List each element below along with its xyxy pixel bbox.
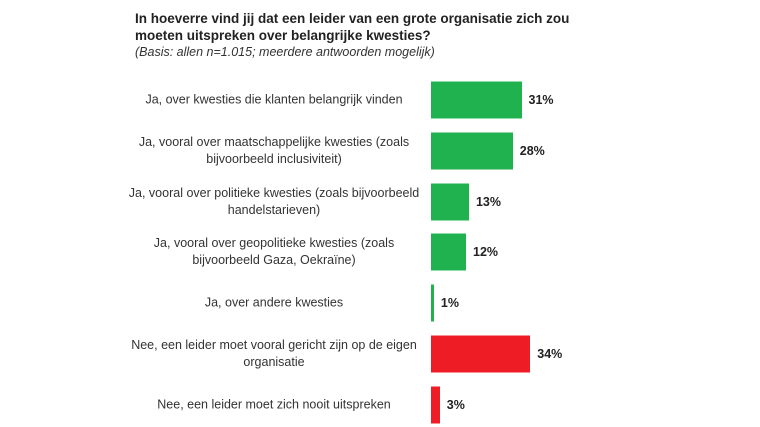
- chart-title: In hoeverre vind jij dat een leider van …: [135, 11, 570, 43]
- bar: [431, 386, 440, 424]
- bar: [431, 284, 434, 322]
- category-label: Ja, over kwesties die klanten belangrijk…: [145, 92, 403, 107]
- chart-subtitle: (Basis: allen n=1.015; meerdere antwoord…: [135, 45, 435, 59]
- value-label: 12%: [473, 245, 499, 260]
- bar: [431, 233, 467, 271]
- value-label: 28%: [519, 143, 545, 158]
- category-label: Ja, vooral over politieke kwesties (zoal…: [128, 185, 420, 217]
- value-label: 31%: [528, 93, 554, 107]
- bar: [431, 183, 469, 221]
- category-label: Ja, vooral over maatschappelijke kwestie…: [138, 134, 410, 166]
- value-label: 13%: [475, 194, 501, 209]
- category-label: Ja, vooral over geopolitieke kwesties (z…: [153, 236, 395, 268]
- bar: [431, 335, 531, 373]
- bar: [431, 81, 522, 119]
- category-label: Ja, over andere kwesties: [204, 295, 344, 310]
- bar: [431, 132, 513, 170]
- value-label: 34%: [537, 347, 563, 361]
- value-label: 3%: [446, 397, 465, 412]
- value-label: 1%: [440, 296, 459, 311]
- category-label: Nee, een leider moet zich nooit uitsprek…: [157, 397, 391, 412]
- category-label: Nee, een leider moet vooral gericht zijn…: [131, 338, 417, 369]
